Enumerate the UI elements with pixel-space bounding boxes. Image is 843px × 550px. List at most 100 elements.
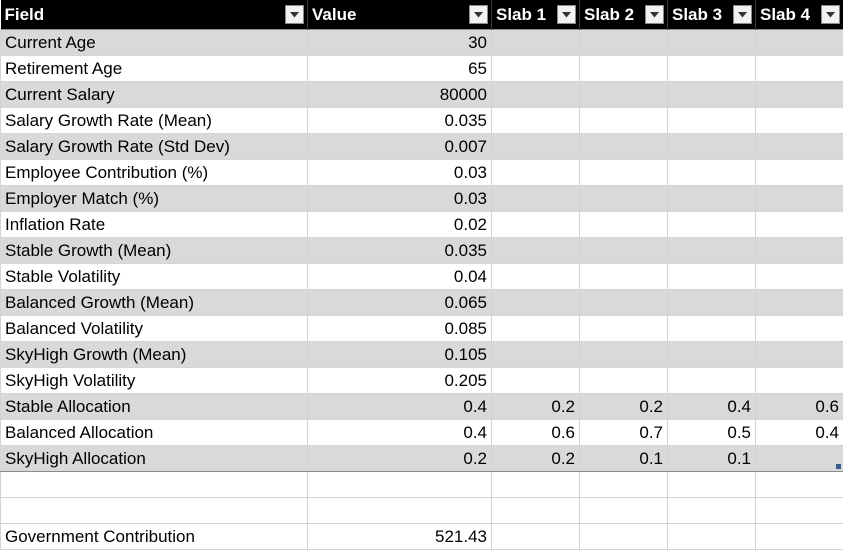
field-cell[interactable]: SkyHigh Growth (Mean)	[0, 341, 308, 368]
slab-cell[interactable]	[491, 289, 580, 316]
slab-cell[interactable]	[667, 159, 756, 186]
slab-cell[interactable]	[755, 29, 843, 56]
value-cell[interactable]: 0.04	[307, 263, 492, 290]
slab-cell[interactable]: 0.4	[755, 419, 843, 446]
slab-cell[interactable]	[491, 315, 580, 342]
column-header-slab-3[interactable]: Slab 3	[667, 0, 756, 30]
slab-cell[interactable]	[579, 289, 668, 316]
value-cell[interactable]: 0.065	[307, 289, 492, 316]
slab-cell[interactable]	[491, 497, 580, 524]
slab-cell[interactable]	[491, 367, 580, 394]
slab-cell[interactable]	[579, 55, 668, 82]
slab-cell[interactable]	[491, 55, 580, 82]
field-cell[interactable]: Government Contribution	[0, 523, 308, 550]
slab-cell[interactable]	[667, 81, 756, 108]
slab-cell[interactable]	[667, 55, 756, 82]
value-cell[interactable]	[307, 471, 492, 498]
slab-cell[interactable]: 0.4	[667, 393, 756, 420]
slab-cell[interactable]	[579, 367, 668, 394]
slab-cell[interactable]	[755, 237, 843, 264]
value-cell[interactable]: 0.085	[307, 315, 492, 342]
slab-cell[interactable]	[579, 523, 668, 550]
column-header-field[interactable]: Field	[0, 0, 308, 30]
slab-cell[interactable]	[667, 367, 756, 394]
slab-cell[interactable]	[579, 133, 668, 160]
field-cell[interactable]: Current Age	[0, 29, 308, 56]
slab-cell[interactable]	[755, 497, 843, 524]
slab-cell[interactable]	[755, 211, 843, 238]
slab-cell[interactable]	[755, 263, 843, 290]
slab-cell[interactable]	[755, 289, 843, 316]
slab-cell[interactable]	[667, 133, 756, 160]
slab-cell[interactable]	[667, 289, 756, 316]
field-cell[interactable]: Inflation Rate	[0, 211, 308, 238]
value-cell[interactable]: 0.035	[307, 237, 492, 264]
value-cell[interactable]: 80000	[307, 81, 492, 108]
slab-cell[interactable]	[579, 185, 668, 212]
slab-cell[interactable]	[755, 471, 843, 498]
slab-cell[interactable]	[755, 81, 843, 108]
table-resize-handle[interactable]	[836, 464, 841, 469]
slab-cell[interactable]: 0.5	[667, 419, 756, 446]
slab-cell[interactable]	[755, 107, 843, 134]
slab-cell[interactable]	[579, 81, 668, 108]
filter-dropdown-button[interactable]	[821, 5, 840, 24]
slab-cell[interactable]: 0.7	[579, 419, 668, 446]
slab-cell[interactable]	[491, 107, 580, 134]
slab-cell[interactable]	[755, 445, 843, 472]
slab-cell[interactable]	[579, 107, 668, 134]
slab-cell[interactable]: 0.2	[579, 393, 668, 420]
field-cell[interactable]: Salary Growth Rate (Std Dev)	[0, 133, 308, 160]
slab-cell[interactable]	[579, 237, 668, 264]
value-cell[interactable]: 521.43	[307, 523, 492, 550]
slab-cell[interactable]	[579, 29, 668, 56]
slab-cell[interactable]	[667, 211, 756, 238]
slab-cell[interactable]	[755, 367, 843, 394]
slab-cell[interactable]	[667, 315, 756, 342]
slab-cell[interactable]	[579, 263, 668, 290]
value-cell[interactable]	[307, 497, 492, 524]
value-cell[interactable]: 0.035	[307, 107, 492, 134]
slab-cell[interactable]: 0.1	[667, 445, 756, 472]
filter-dropdown-button[interactable]	[285, 5, 304, 24]
slab-cell[interactable]	[667, 185, 756, 212]
field-cell[interactable]: Retirement Age	[0, 55, 308, 82]
slab-cell[interactable]	[755, 185, 843, 212]
slab-cell[interactable]	[491, 341, 580, 368]
field-cell[interactable]	[0, 497, 308, 524]
slab-cell[interactable]	[491, 237, 580, 264]
slab-cell[interactable]	[491, 133, 580, 160]
value-cell[interactable]: 0.03	[307, 185, 492, 212]
slab-cell[interactable]	[667, 29, 756, 56]
slab-cell[interactable]	[579, 315, 668, 342]
field-cell[interactable]: Balanced Volatility	[0, 315, 308, 342]
column-header-slab-2[interactable]: Slab 2	[579, 0, 668, 30]
field-cell[interactable]: Employee Contribution (%)	[0, 159, 308, 186]
field-cell[interactable]: Stable Allocation	[0, 393, 308, 420]
slab-cell[interactable]: 0.2	[491, 445, 580, 472]
value-cell[interactable]: 65	[307, 55, 492, 82]
slab-cell[interactable]	[491, 81, 580, 108]
slab-cell[interactable]: 0.2	[491, 393, 580, 420]
field-cell[interactable]	[0, 471, 308, 498]
slab-cell[interactable]	[667, 341, 756, 368]
slab-cell[interactable]	[667, 263, 756, 290]
field-cell[interactable]: Employer Match (%)	[0, 185, 308, 212]
value-cell[interactable]: 0.4	[307, 393, 492, 420]
slab-cell[interactable]	[579, 471, 668, 498]
field-cell[interactable]: Salary Growth Rate (Mean)	[0, 107, 308, 134]
slab-cell[interactable]	[755, 341, 843, 368]
slab-cell[interactable]	[755, 315, 843, 342]
slab-cell[interactable]: 0.6	[755, 393, 843, 420]
filter-dropdown-button[interactable]	[469, 5, 488, 24]
slab-cell[interactable]	[491, 523, 580, 550]
slab-cell[interactable]	[579, 341, 668, 368]
slab-cell[interactable]	[491, 159, 580, 186]
value-cell[interactable]: 0.4	[307, 419, 492, 446]
field-cell[interactable]: SkyHigh Allocation	[0, 445, 308, 472]
slab-cell[interactable]	[491, 211, 580, 238]
slab-cell[interactable]	[579, 497, 668, 524]
value-cell[interactable]: 0.205	[307, 367, 492, 394]
slab-cell[interactable]	[755, 55, 843, 82]
field-cell[interactable]: Current Salary	[0, 81, 308, 108]
